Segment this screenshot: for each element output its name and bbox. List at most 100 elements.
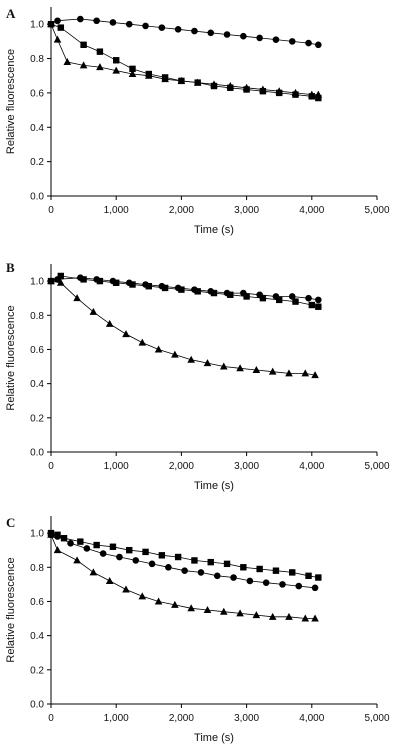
x-tick-label: 1,000 bbox=[104, 205, 129, 216]
triangle-data-point bbox=[242, 83, 251, 91]
square-data-point bbox=[207, 558, 214, 566]
circle-data-point bbox=[109, 19, 117, 26]
circle-data-point bbox=[197, 569, 205, 576]
square-data-point bbox=[129, 281, 136, 288]
square-data-point bbox=[109, 543, 117, 550]
triangle-data-point bbox=[105, 319, 114, 327]
y-axis-title: Relative fluorescence bbox=[5, 305, 17, 410]
square-data-point bbox=[77, 538, 84, 545]
circle-data-point bbox=[148, 560, 156, 568]
square-data-point bbox=[80, 276, 87, 283]
y-tick-label: 1.0 bbox=[30, 529, 44, 540]
circle-data-point bbox=[315, 296, 322, 304]
circle-data-point bbox=[93, 17, 100, 25]
series-square-line bbox=[50, 23, 319, 99]
y-axis-title: Relative fluorescence bbox=[5, 557, 17, 662]
triangle-data-point bbox=[219, 362, 228, 370]
circle-data-point bbox=[191, 27, 198, 35]
circle-data-point bbox=[256, 34, 263, 42]
x-tick-label: 3,000 bbox=[234, 205, 259, 216]
x-tick-label: 3,000 bbox=[234, 461, 259, 472]
x-tick-label: 2,000 bbox=[169, 713, 194, 724]
square-data-point bbox=[126, 546, 133, 554]
triangle-data-point bbox=[219, 607, 228, 615]
triangle-data-point bbox=[311, 614, 319, 622]
triangle-data-point bbox=[311, 371, 319, 379]
triangle-data-point bbox=[138, 338, 147, 346]
x-tick-label: 5,000 bbox=[364, 205, 389, 216]
triangle-data-point bbox=[301, 614, 310, 622]
triangle-data-point bbox=[154, 597, 163, 605]
circle-data-point bbox=[207, 29, 215, 37]
square-data-point bbox=[194, 288, 201, 295]
triangle-data-point bbox=[252, 365, 261, 373]
triangle-data-point bbox=[314, 90, 323, 98]
square-data-point bbox=[113, 57, 120, 64]
circle-data-point bbox=[288, 293, 296, 300]
circle-data-point bbox=[54, 17, 61, 25]
triangle-data-point bbox=[226, 82, 235, 90]
square-data-point bbox=[158, 552, 166, 559]
triangle-data-point bbox=[112, 66, 120, 74]
square-data-point bbox=[161, 284, 169, 292]
square-data-point bbox=[272, 567, 280, 574]
x-tick-label: 1,000 bbox=[104, 461, 129, 472]
square-data-point bbox=[276, 296, 283, 304]
triangle-data-point bbox=[53, 35, 62, 43]
square-data-point bbox=[57, 24, 64, 31]
x-tick-label: 5,000 bbox=[364, 461, 389, 472]
series-triangle-line bbox=[50, 24, 319, 95]
square-data-point bbox=[93, 541, 100, 549]
circle-data-point bbox=[295, 582, 303, 590]
y-tick-label: 0.8 bbox=[30, 563, 44, 574]
y-tick-label: 1.0 bbox=[30, 20, 44, 31]
square-data-point bbox=[113, 279, 120, 286]
triangle-data-point bbox=[122, 330, 130, 338]
triangle-data-point bbox=[53, 546, 62, 554]
y-tick-label: 0.2 bbox=[30, 157, 44, 168]
y-tick-label: 0.2 bbox=[30, 413, 44, 424]
triangle-data-point bbox=[301, 369, 310, 377]
y-tick-label: 0.6 bbox=[30, 88, 44, 99]
triangle-data-point bbox=[193, 78, 202, 86]
square-data-point bbox=[315, 574, 322, 581]
circle-data-point bbox=[67, 540, 74, 547]
circle-data-point bbox=[213, 572, 221, 580]
series-circle-line bbox=[50, 534, 316, 589]
circle-data-point bbox=[262, 579, 270, 586]
triangle-data-point bbox=[73, 556, 81, 564]
y-tick-label: 0.4 bbox=[30, 123, 44, 134]
y-tick-label: 1.0 bbox=[30, 277, 44, 288]
square-data-point bbox=[256, 565, 263, 573]
triangle-data-point bbox=[161, 75, 169, 83]
circle-data-point bbox=[240, 32, 247, 40]
square-data-point bbox=[60, 535, 68, 542]
circle-data-point bbox=[305, 294, 312, 302]
circle-data-point bbox=[279, 581, 286, 588]
circle-data-point bbox=[83, 545, 91, 552]
y-tick-label: 0.8 bbox=[30, 54, 44, 65]
circle-data-point bbox=[99, 550, 107, 557]
triangle-data-point bbox=[145, 71, 153, 79]
y-tick-label: 0.0 bbox=[30, 448, 44, 459]
x-axis-title: Time (s) bbox=[194, 732, 234, 744]
x-axis-title: Time (s) bbox=[194, 224, 234, 236]
square-data-point bbox=[80, 41, 87, 48]
y-tick-label: 0.0 bbox=[30, 700, 44, 711]
square-data-point bbox=[227, 291, 234, 298]
triangle-data-point bbox=[203, 606, 212, 613]
y-tick-label: 0.6 bbox=[30, 597, 44, 608]
triangle-data-point bbox=[122, 585, 130, 593]
circle-data-point bbox=[272, 36, 280, 43]
triangle-data-point bbox=[275, 87, 283, 95]
triangle-data-point bbox=[285, 612, 293, 620]
panel-B-label: B bbox=[6, 260, 15, 275]
triangle-data-point bbox=[259, 85, 267, 93]
triangle-data-point bbox=[138, 592, 147, 600]
triangle-data-point bbox=[89, 568, 98, 576]
x-tick-label: 5,000 bbox=[364, 713, 389, 724]
circle-data-point bbox=[165, 563, 172, 571]
square-data-point bbox=[174, 553, 182, 561]
square-data-point bbox=[308, 301, 315, 309]
